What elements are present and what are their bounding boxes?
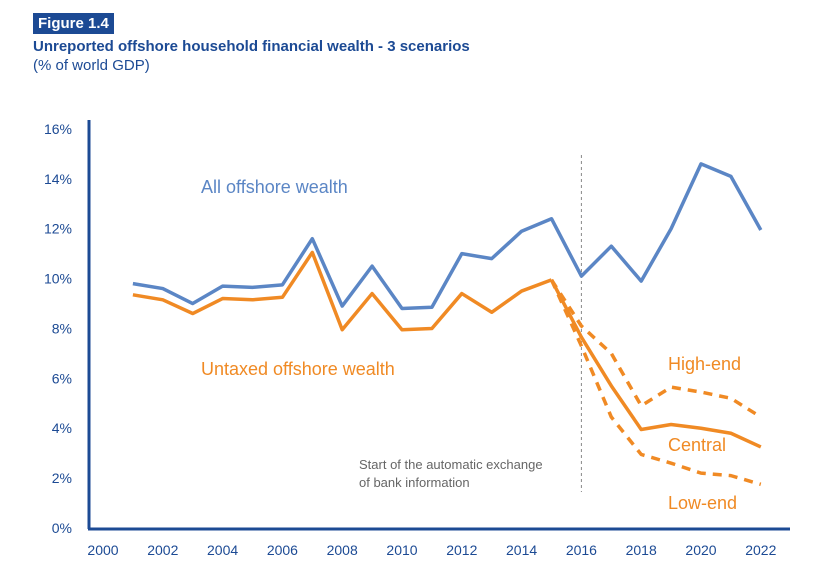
y-tick-label: 2% [52, 470, 72, 486]
x-tick-label: 2008 [327, 542, 358, 558]
series-line-high-end [550, 278, 762, 419]
y-tick-label: 12% [44, 221, 72, 237]
x-tick-label: 2000 [87, 542, 118, 558]
high-end-label: High-end [668, 354, 741, 374]
exchange-annotation-line2: of bank information [359, 475, 470, 490]
x-tick-label: 2012 [446, 542, 477, 558]
x-tick-label: 2002 [147, 542, 178, 558]
y-tick-label: 0% [52, 520, 72, 536]
y-tick-label: 14% [44, 171, 72, 187]
low-end-label: Low-end [668, 493, 737, 513]
series-line-untaxed-offshore-wealth [132, 250, 553, 332]
x-tick-label: 2006 [267, 542, 298, 558]
x-tick-label: 2016 [566, 542, 597, 558]
y-tick-label: 8% [52, 320, 72, 336]
y-tick-label: 10% [44, 271, 72, 287]
series-line-central [549, 279, 762, 449]
untaxed-offshore-label: Untaxed offshore wealth [201, 359, 395, 379]
series-line-low-end [549, 279, 762, 487]
y-tick-label: 16% [44, 121, 72, 137]
chart-subtitle: (% of world GDP) [33, 57, 150, 74]
x-tick-label: 2010 [386, 542, 417, 558]
x-tick-label: 2014 [506, 542, 537, 558]
chart-title: Unreported offshore household financial … [33, 38, 470, 55]
x-tick-label: 2018 [626, 542, 657, 558]
central-label: Central [668, 435, 726, 455]
x-tick-label: 2004 [207, 542, 238, 558]
x-tick-label: 2022 [745, 542, 776, 558]
figure-label: Figure 1.4 [33, 13, 114, 34]
x-tick-label: 2020 [685, 542, 716, 558]
series-line-all-offshore-wealth [132, 162, 763, 311]
exchange-annotation-line1: Start of the automatic exchange [359, 457, 543, 472]
y-tick-label: 6% [52, 370, 72, 386]
all-offshore-label: All offshore wealth [201, 177, 348, 197]
y-tick-label: 4% [52, 420, 72, 436]
